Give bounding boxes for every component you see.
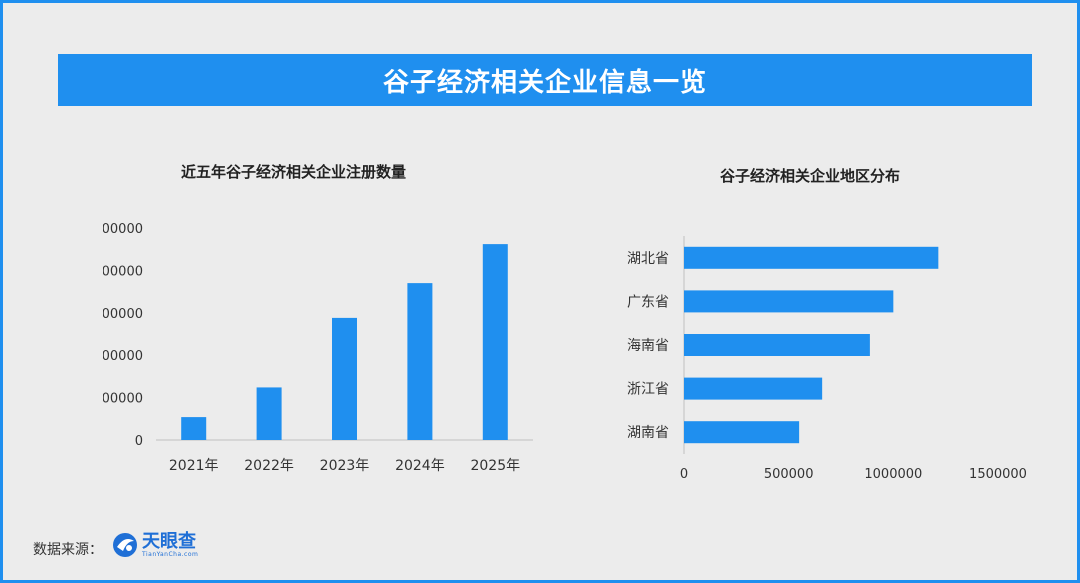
bar [684, 334, 870, 356]
y-tick-label: 广东省 [627, 294, 669, 310]
y-tick-label: 1000000 [103, 349, 143, 364]
data-source-label: 数据来源： [33, 542, 103, 558]
x-tick-label: 0 [680, 467, 688, 482]
registration-bar-chart: 0 500000 1000000 1500000 2000000 2500000 2021年… [103, 222, 533, 473]
x-tick-label: 2021年 [169, 458, 219, 473]
x-tick-label: 500000 [764, 467, 814, 482]
x-tick-label: 2025年 [470, 458, 520, 473]
x-tick-label: 2024年 [395, 458, 445, 473]
bar [684, 290, 894, 313]
y-tick-label: 浙江省 [627, 382, 669, 398]
bar [684, 246, 939, 269]
bar [256, 387, 282, 440]
bar [684, 377, 823, 400]
x-tick-label: 1500000 [969, 467, 1027, 482]
y-tick-label: 2000000 [103, 264, 143, 279]
logo-main-text: 天眼查 [142, 530, 196, 552]
y-tick-label: 海南省 [627, 338, 669, 354]
y-tick-label: 湖南省 [627, 425, 669, 441]
bar [181, 417, 207, 440]
vertical-chart-title: 近五年谷子经济相关企业注册数量 [181, 163, 407, 181]
x-tick-label: 2023年 [320, 458, 370, 473]
bar [332, 317, 357, 440]
tianyancha-logo-icon [113, 533, 137, 557]
page-title: 谷子经济相关企业信息一览 [58, 54, 1032, 106]
x-tick-label: 1000000 [864, 467, 922, 482]
bar [684, 421, 800, 444]
horizontal-chart-title: 谷子经济相关企业地区分布 [720, 167, 901, 185]
bar [407, 283, 433, 440]
y-tick-label: 0 [135, 434, 143, 449]
tianyancha-logo: 天眼查 TianYanCha.com [111, 531, 198, 559]
y-tick-label: 湖北省 [627, 251, 669, 267]
x-tick-label: 2022年 [244, 458, 294, 473]
bar [482, 244, 508, 440]
y-tick-label: 1500000 [103, 307, 143, 322]
y-tick-label: 500000 [103, 392, 143, 407]
y-tick-label: 2500000 [103, 222, 143, 237]
logo-sub-text: TianYanCha.com [142, 550, 199, 558]
